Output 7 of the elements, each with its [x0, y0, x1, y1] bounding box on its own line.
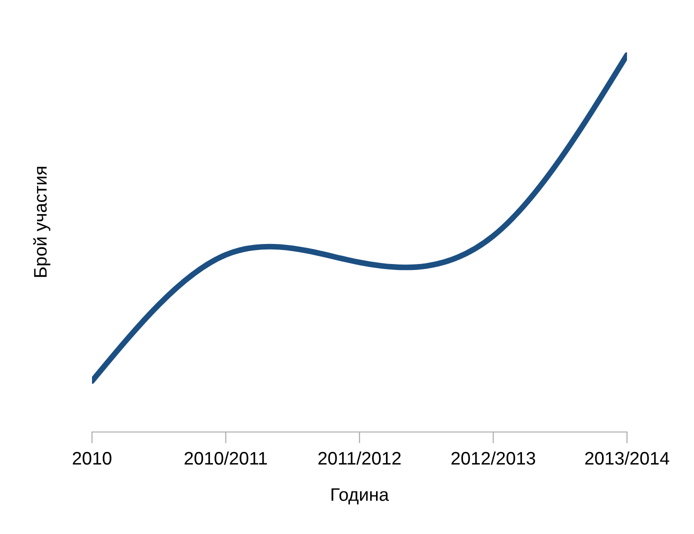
x-axis-title: Година: [332, 488, 389, 504]
x-tick-label: 2011/2012: [318, 451, 401, 465]
x-tick-label: 2012/2013: [451, 451, 536, 465]
x-tick-label: 2013/2014: [585, 451, 670, 465]
x-tick-label: 2010/2011: [184, 451, 267, 465]
x-tick-label: 2010: [72, 452, 112, 465]
y-axis-title: Брой участия: [33, 166, 50, 277]
